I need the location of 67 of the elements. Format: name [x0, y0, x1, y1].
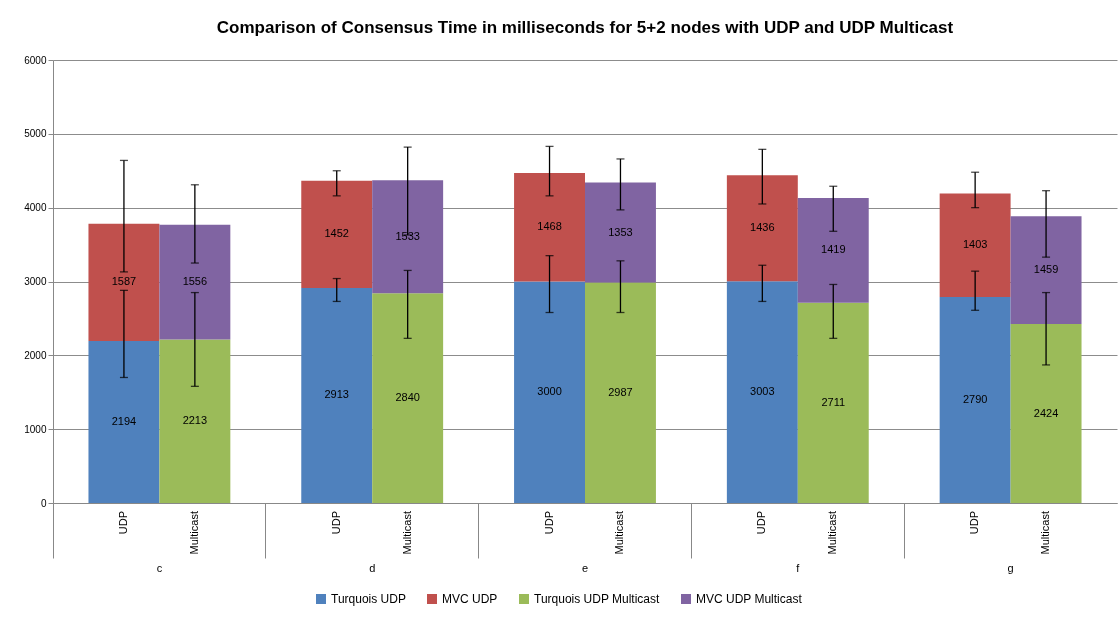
- data-label: 1403: [962, 238, 988, 251]
- bar: [939, 193, 1011, 298]
- data-label: 2913: [324, 388, 349, 401]
- y-tick-label: 2000: [24, 349, 47, 361]
- x-tick-label: UDP: [968, 511, 981, 535]
- x-tick-label: Multicast: [187, 511, 200, 555]
- x-tick-label: UDP: [116, 511, 129, 535]
- bar: [159, 224, 231, 340]
- bar: [372, 293, 444, 503]
- legend-label: Turquois UDP: [331, 592, 406, 606]
- bar: [514, 173, 585, 282]
- data-label: 1556: [182, 275, 208, 288]
- x-tick-label: UDP: [542, 511, 555, 535]
- y-tick-label: 6000: [24, 54, 47, 66]
- data-label: 3003: [750, 385, 775, 398]
- bar: [939, 297, 1011, 503]
- data-label: 2213: [182, 414, 208, 427]
- text: g: [1007, 561, 1014, 574]
- data-label: 2424: [1033, 406, 1059, 419]
- bar: [372, 180, 444, 294]
- bar: [88, 223, 160, 342]
- bar: [1010, 324, 1082, 503]
- y-tick-label: 0: [40, 497, 47, 509]
- x-tick-label: Multicast: [613, 511, 626, 555]
- x-tick-label: UDP: [329, 511, 342, 535]
- y-tick-label: 4000: [24, 202, 47, 214]
- x-tick-label: UDP: [755, 511, 768, 535]
- data-label: 1459: [1033, 263, 1059, 276]
- chart-title: Comparison of Consensus Time in milliseconds for 5+2 nodes with UDP and UDP Multicast: [216, 18, 954, 37]
- data-label: 2790: [962, 393, 988, 405]
- text: f: [796, 561, 801, 574]
- x-tick-label: Multicast: [826, 511, 839, 555]
- data-label: 2711: [821, 395, 846, 408]
- data-label: 3000: [537, 385, 562, 398]
- data-label: 1468: [537, 220, 562, 233]
- text: e: [581, 561, 589, 574]
- y-tick-label: 3000: [24, 276, 47, 287]
- text: c: [156, 561, 163, 574]
- data-label: 1587: [111, 275, 137, 288]
- y-tick-label: 1000: [24, 423, 47, 435]
- data-label: 1436: [750, 221, 775, 234]
- bar: [301, 287, 373, 503]
- legend-label: MVC UDP Multicast: [696, 592, 803, 606]
- bar: [797, 302, 869, 503]
- bar: [726, 175, 798, 282]
- bar: [585, 182, 656, 283]
- x-tick-label: Multicast: [400, 511, 413, 555]
- x-tick-label: Multicast: [1039, 511, 1052, 555]
- bar: [585, 282, 656, 503]
- legend-label: Turquois UDP Multicast: [534, 592, 661, 606]
- legend-label: MVC UDP: [442, 592, 498, 606]
- data-label: 2194: [111, 415, 137, 427]
- bar: [159, 339, 231, 503]
- bar: [1010, 216, 1082, 325]
- data-label: 1533: [395, 229, 420, 242]
- bar: [726, 281, 798, 503]
- data-label: 2987: [608, 385, 633, 398]
- data-label: 2840: [395, 391, 420, 404]
- bar: [797, 198, 869, 303]
- bar: [301, 180, 373, 288]
- y-tick-label: 5000: [24, 128, 47, 140]
- data-label: 1452: [324, 227, 349, 240]
- data-label: 1353: [608, 225, 633, 238]
- data-label: 1419: [821, 243, 846, 256]
- text: d: [369, 561, 376, 574]
- bar: [88, 341, 160, 503]
- bar: [514, 281, 585, 503]
